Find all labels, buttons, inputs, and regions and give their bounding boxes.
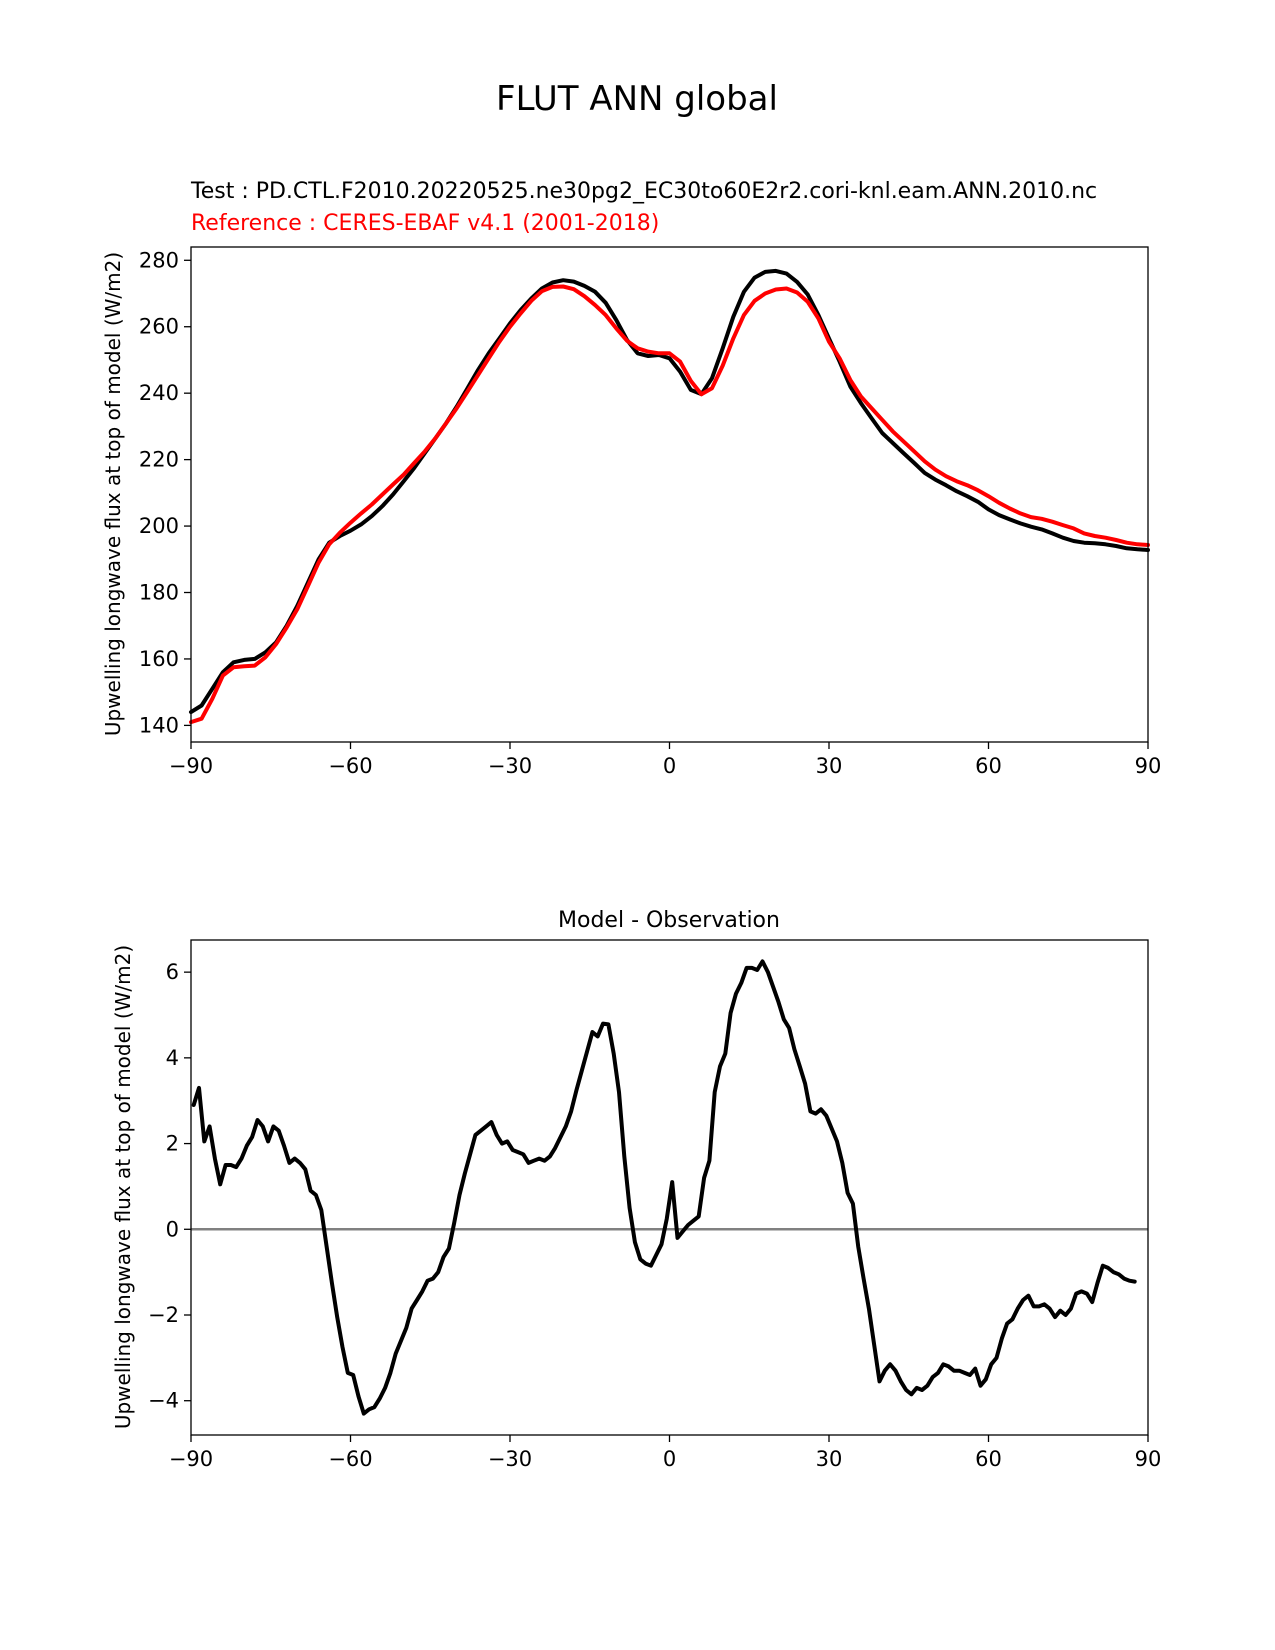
bottom-test-line (191, 959, 1137, 1416)
top-y-tick-label: 180 (139, 581, 179, 605)
top-y-tick-label: 140 (139, 713, 179, 737)
difference-title: Model - Observation (558, 908, 780, 933)
bottom-y-tick-label: 0 (166, 1217, 179, 1241)
bottom-y-tick-label: −4 (148, 1389, 179, 1413)
top-y-tick-label: 280 (139, 248, 179, 272)
bottom-x-tick-label: 30 (816, 1447, 843, 1471)
test-title: Test : PD.CTL.F2010.20220525.ne30pg2_EC3… (190, 179, 1097, 204)
top-y-axis: 140 160 180 200 220 240 260 280 (139, 248, 191, 737)
top-x-axis: −90 −60 −30 0 30 60 90 (169, 742, 1162, 778)
top-x-tick-label: 90 (1135, 754, 1162, 778)
reference-title: Reference : CERES-EBAF v4.1 (2001-2018) (191, 211, 659, 236)
top-panel: Test : PD.CTL.F2010.20220525.ne30pg2_EC3… (101, 179, 1161, 778)
top-y-tick-label: 240 (139, 381, 179, 405)
top-axes-frame (190, 246, 1149, 743)
top-y-tick-label: 260 (139, 315, 179, 339)
top-y-tick-label: 220 (139, 448, 179, 472)
bottom-series-group (191, 959, 1137, 1416)
bottom-y-tick-label: 2 (166, 1132, 179, 1156)
top-x-tick-label: 60 (975, 754, 1002, 778)
bottom-x-axis: −90 −60 −30 0 30 60 90 (169, 1435, 1162, 1471)
top-y-tick-label: 200 (139, 514, 179, 538)
top-x-tick-label: 30 (816, 754, 843, 778)
bottom-y-tick-label: 4 (166, 1046, 179, 1070)
bottom-x-tick-label: 60 (975, 1447, 1002, 1471)
bottom-x-tick-label: 90 (1135, 1447, 1162, 1471)
bottom-x-tick-label: 0 (663, 1447, 676, 1471)
bottom-y-axis-label: Upwelling longwave flux at top of model … (111, 945, 135, 1429)
bottom-y-tick-label: −2 (148, 1303, 179, 1327)
top-x-tick-label: −60 (328, 754, 372, 778)
bottom-y-axis: −4 −2 0 2 4 6 (148, 960, 191, 1413)
top-test-line (189, 268, 1150, 715)
bottom-panel: Model - Observation −90 −60 −30 0 30 60 90 −4−… (111, 908, 1161, 1471)
bottom-y-tick-label: 6 (166, 960, 179, 984)
top-y-axis-label: Upwelling longwave flux at top of model … (101, 252, 125, 736)
bottom-x-tick-label: −90 (169, 1447, 213, 1471)
top-x-tick-label: 0 (663, 754, 676, 778)
top-reference-line (189, 284, 1150, 725)
top-series-group (189, 268, 1150, 725)
bottom-x-tick-label: −60 (328, 1447, 372, 1471)
figure-title: FLUT ANN global (496, 79, 778, 119)
top-y-tick-label: 160 (139, 647, 179, 671)
top-x-tick-label: −30 (488, 754, 532, 778)
bottom-x-tick-label: −30 (488, 1447, 532, 1471)
top-x-tick-label: −90 (169, 754, 213, 778)
